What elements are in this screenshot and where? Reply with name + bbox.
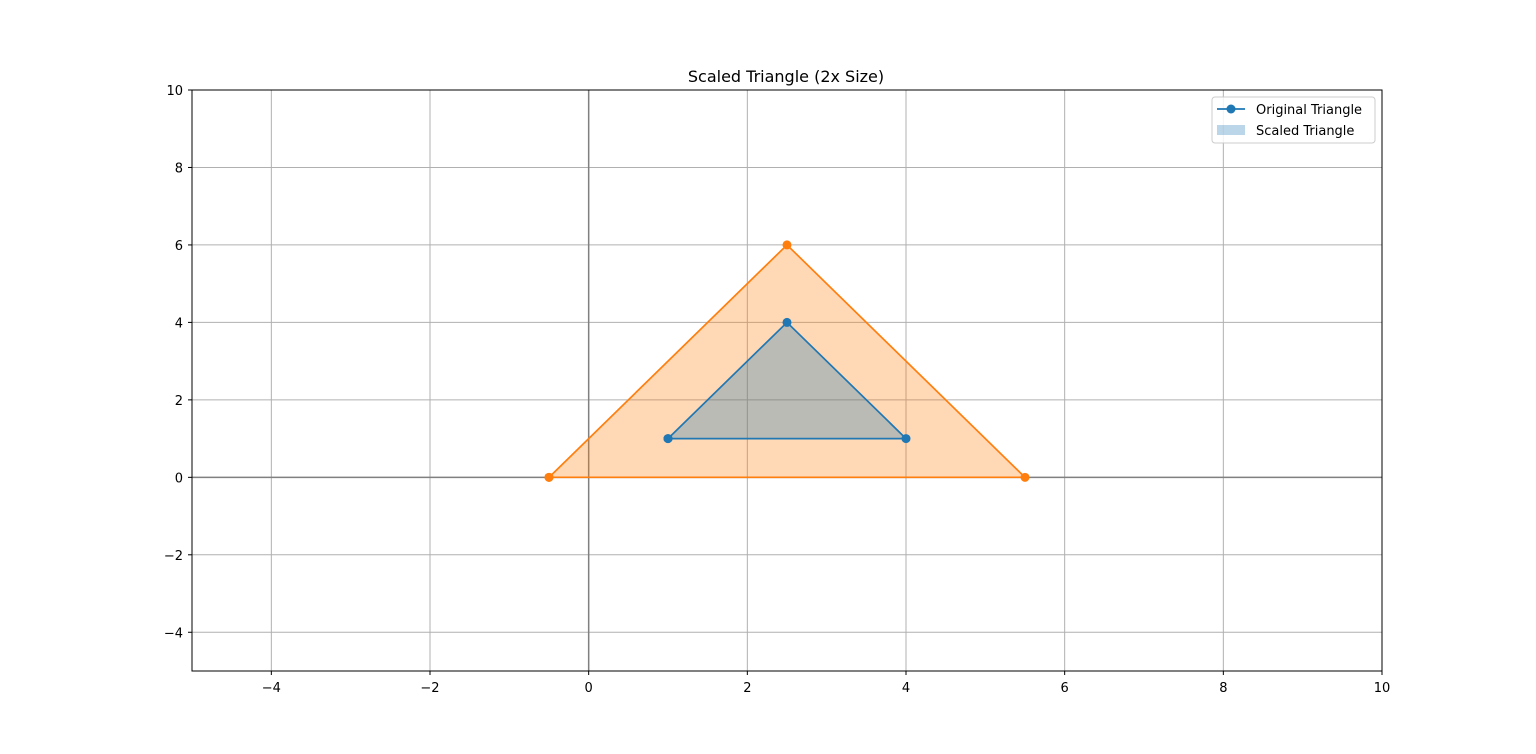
- series-fill: [668, 322, 906, 439]
- legend-label: Original Triangle: [1256, 103, 1362, 118]
- x-tick-label: 0: [585, 681, 593, 696]
- y-tick-label: −4: [164, 626, 183, 641]
- point-layer: [544, 240, 1030, 482]
- legend-box: [1211, 96, 1376, 144]
- y-tick-label: 2: [175, 394, 183, 409]
- legend-patch-swatch: [1217, 125, 1245, 135]
- line-layer: [548, 243, 1028, 479]
- legend: Original Triangle Scaled Triangle: [1211, 96, 1376, 144]
- data-point: [1020, 472, 1030, 482]
- legend-marker-swatch: [1226, 104, 1236, 114]
- x-tick-label: 2: [743, 681, 751, 696]
- series-fill: [549, 244, 1025, 478]
- x-tick-label: 6: [1061, 681, 1069, 696]
- data-point: [782, 240, 792, 250]
- x-tick-label: 4: [902, 681, 910, 696]
- data-point: [544, 472, 554, 482]
- y-tick-label: 8: [175, 161, 183, 176]
- x-tick-label: 8: [1219, 681, 1227, 696]
- y-tick-label: 6: [175, 239, 183, 254]
- tick-layer: −4 −2 0 2 4 6 8 10 −4 −2 0 2 4 6 8 10: [164, 84, 1390, 696]
- y-tick-label: 4: [175, 316, 183, 331]
- fill-layer: [549, 244, 1025, 478]
- data-point: [901, 434, 911, 444]
- y-tick-label: −2: [164, 549, 183, 564]
- x-tick-label: −2: [420, 681, 439, 696]
- plot-frame: [191, 89, 1383, 672]
- y-tick-label: 10: [166, 84, 183, 99]
- data-point: [782, 317, 792, 327]
- data-point: [663, 434, 673, 444]
- chart-title: Scaled Triangle (2x Size): [688, 67, 884, 86]
- series-line: [667, 321, 909, 440]
- x-tick-label: 10: [1374, 681, 1391, 696]
- legend-label: Scaled Triangle: [1256, 124, 1354, 139]
- x-tick-label: −4: [262, 681, 281, 696]
- y-tick-label: 0: [175, 471, 183, 486]
- series-line: [548, 243, 1028, 479]
